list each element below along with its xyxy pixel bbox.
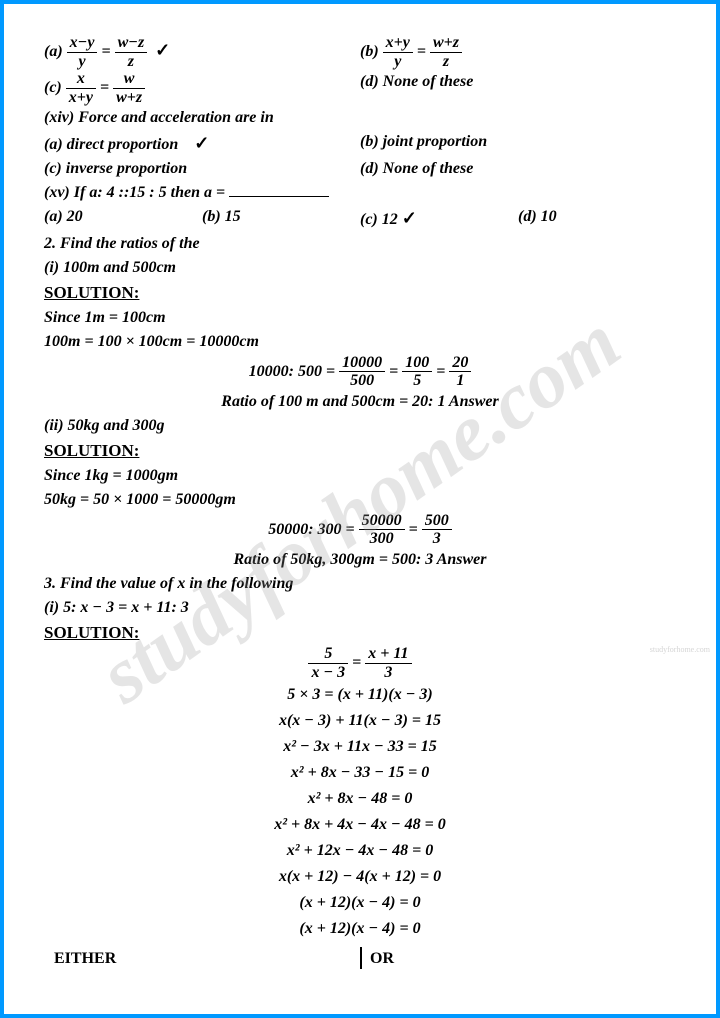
- q2-frac2-lead: 50000: 300 =: [268, 520, 354, 537]
- check-icon: ✓: [155, 40, 170, 60]
- q13-c-label: (c): [44, 79, 62, 96]
- math-step: x² − 3x + 11x − 33 = 15: [44, 735, 676, 759]
- den: x − 3: [308, 664, 348, 682]
- q2-ans: Ratio of 100 m and 500cm = 20: 1 Answer: [44, 390, 676, 414]
- q2-frac-line: 10000: 500 = 10000500 = 1005 = 201: [44, 354, 676, 390]
- q3-stem: 3. Find the value of x in the following: [44, 572, 676, 596]
- den: 1: [449, 372, 471, 390]
- q14-a: (a) direct proportion: [44, 136, 178, 153]
- num: x + 11: [365, 645, 411, 664]
- den: 3: [365, 664, 411, 682]
- side-watermark: studyforhome.com: [650, 644, 710, 656]
- math-step: 5 × 3 = (x + 11)(x − 3): [44, 683, 676, 707]
- q13-a-d1: y: [67, 53, 98, 71]
- q13-a-n2: w−z: [115, 34, 148, 53]
- q14-b: (b) joint proportion: [360, 130, 676, 157]
- q14-row2: (c) inverse proportion (d) None of these: [44, 157, 676, 181]
- q2-l2: 100m = 100 × 100cm = 10000cm: [44, 330, 676, 354]
- q13-c-n2: w: [113, 70, 145, 89]
- num: 5: [308, 645, 348, 664]
- solution-heading: SOLUTION:: [44, 620, 676, 646]
- q13-d: (d) None of these: [360, 73, 473, 90]
- q13-b-n2: w+z: [430, 34, 462, 53]
- den: 3: [422, 530, 452, 548]
- equals: =: [101, 43, 114, 60]
- num: 50000: [359, 512, 405, 531]
- q13-row1: (a) x−yy = w−zz ✓ (b) x+yy = w+zz: [44, 34, 676, 70]
- q13-c-d1: x+y: [66, 89, 96, 107]
- q13-a-d2: z: [115, 53, 148, 71]
- num: 100: [402, 354, 432, 373]
- q13-c-n1: x: [66, 70, 96, 89]
- math-step: x(x − 3) + 11(x − 3) = 15: [44, 709, 676, 733]
- q2-frac2-line: 50000: 300 = 50000300 = 5003: [44, 512, 676, 548]
- check-icon: ✓: [402, 208, 417, 228]
- den: 500: [339, 372, 385, 390]
- q14-stem: (xiv) Force and acceleration are in: [44, 106, 676, 130]
- q14-row1: (a) direct proportion ✓ (b) joint propor…: [44, 130, 676, 157]
- q3-frac-line: 5x − 3 = x + 113: [44, 645, 676, 681]
- equals: =: [100, 79, 113, 96]
- q3-steps: 5 × 3 = (x + 11)(x − 3)x(x − 3) + 11(x −…: [44, 683, 676, 941]
- den: 300: [359, 530, 405, 548]
- equals: =: [436, 363, 449, 380]
- q13-b-n1: x+y: [383, 34, 413, 53]
- den: 5: [402, 372, 432, 390]
- equals: =: [389, 363, 402, 380]
- solution-heading: SOLUTION:: [44, 438, 676, 464]
- q15-b: (b) 15: [202, 205, 360, 232]
- equals: =: [409, 520, 422, 537]
- q15-stem: (xv) If a: 4 ::15 : 5 then a =: [44, 181, 676, 205]
- math-step: (x + 12)(x − 4) = 0: [44, 891, 676, 915]
- math-step: x² + 8x + 4x − 4x − 48 = 0: [44, 813, 676, 837]
- equals: =: [417, 43, 430, 60]
- q13-c-d2: w+z: [113, 89, 145, 107]
- q13-b-d2: z: [430, 53, 462, 71]
- q14-d: (d) None of these: [360, 157, 676, 181]
- math-step: (x + 12)(x − 4) = 0: [44, 917, 676, 941]
- q3-i: (i) 5: x − 3 = x + 11: 3: [44, 596, 676, 620]
- q2-i: (i) 100m and 500cm: [44, 256, 676, 280]
- q2-ii: (ii) 50kg and 300g: [44, 414, 676, 438]
- q15-a: (a) 20: [44, 205, 202, 232]
- q2-frac-lead: 10000: 500 =: [249, 363, 335, 380]
- q13-row2: (c) xx+y = ww+z (d) None of these: [44, 70, 676, 106]
- q14-c: (c) inverse proportion: [44, 157, 360, 181]
- q13-b-d1: y: [383, 53, 413, 71]
- either-or-row: EITHER OR: [44, 947, 676, 971]
- q2-stem: 2. Find the ratios of the: [44, 232, 676, 256]
- math-step: x(x + 12) − 4(x + 12) = 0: [44, 865, 676, 889]
- q2-l1: Since 1m = 100cm: [44, 306, 676, 330]
- q15-stem-text: (xv) If a: 4 ::15 : 5 then a =: [44, 184, 225, 201]
- q2-ans2: Ratio of 50kg, 300gm = 500: 3 Answer: [44, 548, 676, 572]
- q15-options: (a) 20 (b) 15 (c) 12✓ (d) 10: [44, 205, 676, 232]
- num: 20: [449, 354, 471, 373]
- q15-c: (c) 12: [360, 211, 398, 228]
- solution-heading: SOLUTION:: [44, 280, 676, 306]
- math-step: x² + 12x − 4x − 48 = 0: [44, 839, 676, 863]
- q15-d: (d) 10: [518, 205, 676, 232]
- blank-line: [229, 183, 329, 197]
- check-icon: ✓: [194, 133, 209, 153]
- q13-b-label: (b): [360, 43, 379, 60]
- q13-a-n1: x−y: [67, 34, 98, 53]
- num: 10000: [339, 354, 385, 373]
- or-label: OR: [362, 947, 676, 971]
- math-step: x² + 8x − 33 − 15 = 0: [44, 761, 676, 785]
- math-step: x² + 8x − 48 = 0: [44, 787, 676, 811]
- q2-l3: Since 1kg = 1000gm: [44, 464, 676, 488]
- num: 500: [422, 512, 452, 531]
- q2-l4: 50kg = 50 × 1000 = 50000gm: [44, 488, 676, 512]
- equals: =: [352, 654, 365, 671]
- q13-a-label: (a): [44, 43, 63, 60]
- either-label: EITHER: [44, 947, 360, 971]
